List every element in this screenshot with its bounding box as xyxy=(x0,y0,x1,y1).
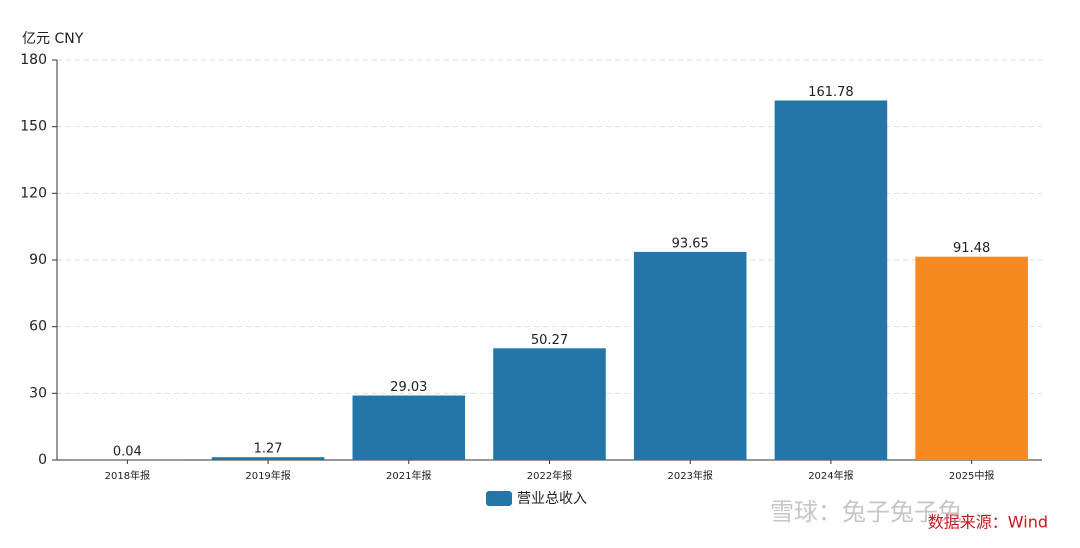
y-tick-label: 180 xyxy=(20,52,47,68)
y-tick-label: 120 xyxy=(20,185,47,201)
y-tick-label: 0 xyxy=(38,452,47,468)
source-note: 数据来源：Wind xyxy=(928,513,1048,532)
value-label: 0.04 xyxy=(113,444,142,459)
watermark: 雪球：兔子兔子兔 xyxy=(770,498,962,526)
value-label: 50.27 xyxy=(531,333,568,348)
legend-label: 营业总收入 xyxy=(517,491,587,507)
legend-swatch xyxy=(486,491,512,506)
x-tick-label: 2022年报 xyxy=(527,469,572,482)
bar xyxy=(915,256,1028,460)
x-tick-label: 2019年报 xyxy=(245,469,290,482)
x-tick-label: 2021年报 xyxy=(386,469,431,482)
y-tick-label: 90 xyxy=(29,252,47,268)
bar xyxy=(211,457,325,460)
value-label: 161.78 xyxy=(808,85,854,100)
bar xyxy=(774,100,888,460)
value-label: 29.03 xyxy=(390,380,427,395)
value-label: 1.27 xyxy=(254,442,283,457)
x-tick-label: 2018年报 xyxy=(105,469,150,482)
y-tick-label: 150 xyxy=(20,119,47,135)
bar xyxy=(633,251,747,460)
y-tick-label: 60 xyxy=(29,319,47,335)
x-tick-label: 2023年报 xyxy=(667,469,712,482)
bar xyxy=(352,395,466,460)
value-label: 91.48 xyxy=(953,241,990,256)
x-tick-label: 2025中报 xyxy=(949,469,994,482)
x-tick-label: 2024年报 xyxy=(808,469,853,482)
y-tick-label: 30 xyxy=(29,385,47,401)
y-axis-unit: 亿元 CNY xyxy=(22,31,84,47)
value-label: 93.65 xyxy=(672,236,709,251)
bar xyxy=(493,348,606,460)
